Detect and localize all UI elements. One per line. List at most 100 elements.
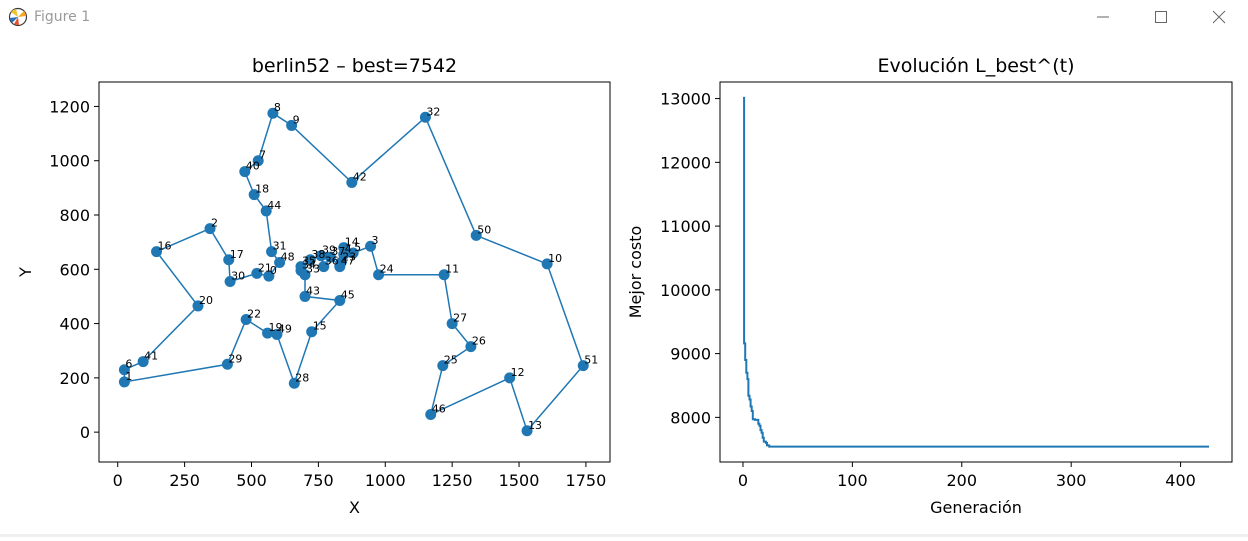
x-tick-label: 300 [1056,471,1087,490]
city-point [299,290,311,302]
city-point [137,356,149,368]
maximize-icon [1155,11,1167,23]
tour-route-line [123,112,585,433]
city-label: 41 [144,350,158,363]
x-tick-label: 0 [113,471,123,490]
city-point [577,360,589,372]
x-tick-label: 1500 [499,471,540,490]
city-point [438,269,450,281]
city-point [346,176,358,188]
city-point [118,376,130,388]
city-label: 26 [472,335,486,348]
city-point [470,229,482,241]
y-tick-label: 10000 [660,281,711,300]
city-point [419,111,431,123]
city-point [240,314,252,325]
cost-plot-frame [719,81,1233,463]
city-label: 28 [295,371,309,384]
city-label: 12 [511,366,525,379]
maximize-button[interactable] [1132,0,1190,34]
cost-y-axis-label: Mejor costo [626,226,645,319]
city-point [151,246,163,258]
city-point [271,328,283,340]
city-label: 37 [331,245,345,258]
minimize-button[interactable] [1074,0,1132,34]
city-point [504,372,516,384]
window-bottom-border [0,534,1248,537]
city-label: 22 [247,308,261,321]
city-label: 9 [293,113,300,126]
tour-y-axis-label: Y [16,267,35,278]
city-point [306,326,318,338]
x-tick-label: 750 [303,471,334,490]
city-label: 32 [426,105,440,118]
cost-chart-title: Evolución L_best^(t) [877,55,1074,77]
y-tick-label: 200 [59,369,90,388]
close-icon [1212,10,1226,24]
city-label: 7 [259,149,266,162]
city-point [252,155,264,167]
city-label: 3 [372,234,379,247]
city-label: 39 [322,244,336,257]
y-tick-label: 11000 [660,217,711,236]
x-tick-label: 1250 [432,471,473,490]
city-label: 36 [325,255,339,268]
city-point [446,318,458,330]
x-tick-label: 1000 [365,471,406,490]
tour-plot-frame [98,81,611,463]
city-point [324,251,336,263]
figure-canvas: berlin52 – best=7542 0 1 2 3 4 5 6 7 8 9 10 11 12 13 1… [0,34,1248,537]
cost-evolution-chart: Evolución L_best^(t) 0 100 200 300 400 8000 90… [626,55,1233,517]
window-titlebar: Figure 1 [0,0,1248,34]
city-label: 29 [228,352,242,365]
city-label: 10 [548,252,562,265]
x-tick-label: 250 [169,471,200,490]
city-point [248,189,260,201]
tour-x-axis-label: X [349,498,360,517]
city-label: 4 [345,242,352,255]
y-tick-label: 600 [59,260,90,279]
cost-x-axis-label: Generación [930,498,1022,517]
city-label: 43 [306,284,320,297]
city-label: 6 [125,358,132,371]
city-label: 47 [341,255,355,268]
city-point [192,300,204,312]
city-point [262,327,274,339]
close-button[interactable] [1190,0,1248,34]
y-tick-label: 0 [80,423,90,442]
city-label: 15 [313,320,327,333]
city-point [347,247,359,259]
y-tick-label: 13000 [660,90,711,109]
city-label: 44 [267,199,281,212]
city-label: 42 [353,170,367,183]
city-point [334,295,346,306]
city-label: 8 [274,101,281,114]
x-tick-label: 400 [1165,471,1196,490]
city-label: 18 [255,183,269,196]
city-label: 33 [306,263,320,276]
city-label: 2 [211,217,218,230]
city-label: 35 [302,255,316,268]
y-tick-label: 800 [59,206,90,225]
x-tick-label: 200 [947,471,978,490]
city-point [224,276,236,287]
city-point [274,257,286,268]
city-label: 51 [584,354,598,367]
city-point [288,377,300,389]
city-point [338,242,350,254]
city-label: 1 [125,370,132,383]
city-label: 0 [270,264,277,277]
city-point [263,270,275,282]
x-tick-label: 0 [738,471,748,490]
x-tick-label: 100 [837,471,868,490]
city-label: 46 [432,403,446,416]
city-label: 5 [354,241,361,254]
x-tick-label: 500 [236,471,267,490]
matplotlib-icon [8,7,28,27]
city-point [425,409,437,420]
y-tick-label: 9000 [670,345,711,364]
city-label: 13 [528,419,542,432]
city-point [315,250,327,262]
city-point [373,269,385,281]
